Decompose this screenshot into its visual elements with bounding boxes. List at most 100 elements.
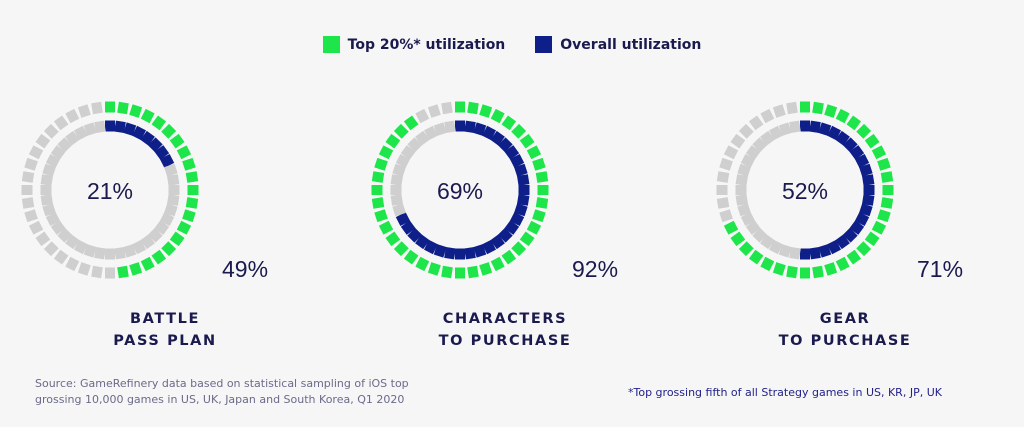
- overall-segment: [395, 212, 411, 227]
- top-segment: [748, 249, 764, 265]
- overall-segment: [415, 234, 430, 250]
- empty-segment: [166, 194, 180, 206]
- empty-segment: [21, 171, 35, 183]
- empty-segment: [123, 244, 137, 258]
- overall-segment: [818, 122, 832, 136]
- top-segment: [455, 267, 465, 279]
- empty-segment: [760, 108, 775, 124]
- overall-segment: [809, 246, 821, 260]
- top-segment: [185, 197, 199, 209]
- overall-segment: [473, 122, 487, 136]
- top-segment: [856, 241, 872, 257]
- top-segment: [129, 262, 143, 276]
- overall-segment: [518, 185, 530, 195]
- empty-segment: [730, 133, 746, 149]
- empty-segment: [50, 220, 66, 235]
- empty-segment: [745, 145, 761, 160]
- empty-segment: [21, 185, 33, 195]
- overall-segment: [842, 137, 858, 153]
- top-segment: [501, 249, 517, 265]
- overall-segment: [827, 125, 842, 141]
- top-segment: [846, 249, 862, 265]
- empty-segment: [390, 194, 404, 206]
- empty-segment: [77, 104, 91, 118]
- overall-value-label: 21%: [87, 178, 133, 204]
- top-segment: [378, 145, 394, 160]
- top-segment: [117, 101, 129, 115]
- category-label-gear: GEAR TO PURCHASE: [778, 311, 912, 349]
- empty-segment: [65, 108, 80, 124]
- empty-segment: [24, 209, 38, 223]
- empty-segment: [77, 262, 91, 276]
- overall-segment: [490, 130, 505, 146]
- overall-segment: [861, 194, 875, 206]
- empty-segment: [159, 212, 175, 227]
- top-segment: [169, 133, 185, 149]
- source-footnote: Source: GameRefinery data based on stati…: [35, 377, 409, 406]
- top-segment: [490, 256, 505, 272]
- overall-segment: [509, 153, 525, 168]
- top-segment: [519, 231, 535, 247]
- empty-segment: [40, 185, 52, 195]
- definition-footnote: *Top grossing fifth of all Strategy game…: [628, 386, 942, 399]
- top-segment: [467, 101, 479, 115]
- overall-segment: [490, 234, 505, 250]
- empty-segment: [65, 130, 80, 146]
- empty-segment: [760, 130, 775, 146]
- top-segment: [415, 256, 430, 272]
- overall-segment: [147, 137, 163, 153]
- top-segment: [441, 265, 453, 279]
- empty-segment: [40, 194, 54, 206]
- empty-segment: [154, 220, 170, 235]
- top-segment: [812, 265, 824, 279]
- overall-segment: [514, 203, 528, 217]
- overall-segment: [854, 153, 870, 168]
- top-segment: [835, 108, 850, 124]
- overall-segment: [854, 212, 870, 227]
- top-segment: [403, 115, 419, 131]
- overall-segment: [835, 234, 850, 250]
- legend: Top 20%* utilization Overall utilization: [0, 36, 1024, 53]
- overall-segment: [159, 153, 175, 168]
- overall-segment: [861, 174, 875, 186]
- overall-segment: [455, 120, 465, 132]
- empty-segment: [789, 120, 801, 134]
- empty-segment: [166, 174, 180, 186]
- empty-segment: [719, 209, 733, 223]
- overall-segment: [859, 163, 873, 177]
- top-segment: [161, 123, 177, 139]
- empty-segment: [735, 194, 749, 206]
- empty-segment: [65, 256, 80, 272]
- empty-segment: [768, 125, 783, 141]
- empty-segment: [168, 185, 180, 195]
- top-segment: [846, 115, 862, 131]
- empty-segment: [433, 122, 447, 136]
- donut-chart-battle-pass: 21% 49%: [21, 101, 268, 282]
- top-segment: [864, 231, 880, 247]
- overall-segment: [464, 246, 476, 260]
- overall-segment: [407, 227, 423, 243]
- top-value-label: 71%: [917, 256, 963, 282]
- top-segment: [374, 157, 388, 171]
- category-label-battle-pass: BATTLE PASS PLAN: [113, 311, 217, 349]
- empty-segment: [760, 234, 775, 250]
- top-segment: [371, 197, 385, 209]
- top-segment: [877, 209, 891, 223]
- empty-segment: [441, 101, 453, 115]
- overall-segment: [800, 248, 810, 260]
- donut-chart-characters: 69% 92%: [371, 101, 618, 282]
- top-segment: [877, 157, 891, 171]
- overall-segment: [400, 220, 416, 235]
- empty-segment: [91, 101, 103, 115]
- empty-segment: [24, 157, 38, 171]
- top-segment: [871, 145, 887, 160]
- top-segment: [117, 265, 129, 279]
- empty-segment: [21, 197, 35, 209]
- empty-segment: [132, 239, 147, 255]
- overall-segment: [433, 244, 447, 258]
- empty-segment: [50, 145, 66, 160]
- top-segment: [385, 231, 401, 247]
- top-value-label: 49%: [222, 256, 268, 282]
- overall-segment: [423, 239, 438, 255]
- empty-segment: [40, 174, 54, 186]
